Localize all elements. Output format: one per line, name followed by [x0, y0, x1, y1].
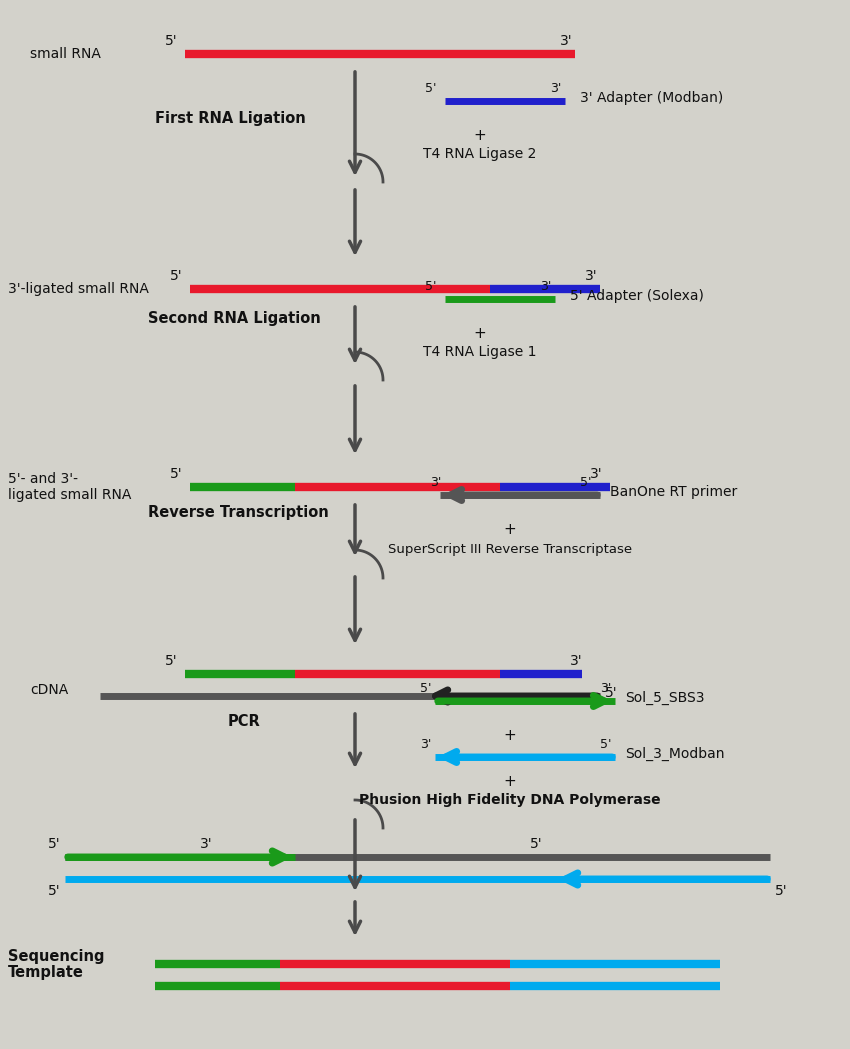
Text: 5': 5': [580, 475, 592, 489]
Text: PCR: PCR: [228, 713, 261, 728]
Text: T4 RNA Ligase 1: T4 RNA Ligase 1: [423, 345, 536, 359]
Text: 3' Adapter (Modban): 3' Adapter (Modban): [580, 91, 723, 105]
Text: +: +: [503, 728, 516, 744]
Text: 3'-ligated small RNA: 3'-ligated small RNA: [8, 282, 149, 296]
Text: Reverse Transcription: Reverse Transcription: [148, 506, 329, 520]
Text: 5': 5': [170, 467, 183, 481]
Text: 5': 5': [425, 279, 437, 293]
Text: 5': 5': [170, 269, 183, 283]
Text: 5': 5': [605, 686, 618, 700]
Text: +: +: [503, 773, 516, 789]
Text: 5': 5': [48, 884, 60, 898]
Text: 3': 3': [590, 467, 603, 481]
Text: 3': 3': [570, 654, 582, 668]
Text: +: +: [473, 128, 486, 144]
Text: Template: Template: [8, 964, 84, 980]
Text: 3': 3': [600, 682, 611, 694]
Text: 3': 3': [420, 737, 431, 750]
Text: 5': 5': [425, 82, 437, 94]
Text: 5': 5': [600, 737, 611, 750]
Text: SuperScript III Reverse Transcriptase: SuperScript III Reverse Transcriptase: [388, 543, 632, 557]
Text: 3': 3': [585, 269, 598, 283]
Text: ligated small RNA: ligated small RNA: [8, 488, 132, 502]
Text: 3': 3': [430, 475, 441, 489]
Text: +: +: [503, 522, 516, 537]
Text: Second RNA Ligation: Second RNA Ligation: [148, 312, 320, 326]
Text: 5': 5': [530, 837, 542, 851]
Text: +: +: [473, 326, 486, 342]
Text: Sol_5_SBS3: Sol_5_SBS3: [625, 691, 705, 705]
Text: 5': 5': [165, 34, 178, 48]
Text: 5': 5': [48, 837, 60, 851]
Text: 5': 5': [420, 682, 432, 694]
Text: Phusion High Fidelity DNA Polymerase: Phusion High Fidelity DNA Polymerase: [360, 793, 660, 807]
Text: Sol_3_Modban: Sol_3_Modban: [625, 747, 724, 762]
Text: 3': 3': [560, 34, 573, 48]
Text: 3': 3': [200, 837, 212, 851]
Text: Sequencing: Sequencing: [8, 948, 105, 963]
Text: 5'- and 3'-: 5'- and 3'-: [8, 472, 78, 486]
Text: T4 RNA Ligase 2: T4 RNA Ligase 2: [423, 147, 536, 160]
Text: First RNA Ligation: First RNA Ligation: [155, 111, 306, 127]
Text: 3': 3': [550, 82, 561, 94]
Text: small RNA: small RNA: [30, 47, 101, 61]
Text: BanOne RT primer: BanOne RT primer: [610, 485, 737, 499]
Text: 5': 5': [165, 654, 178, 668]
Text: 3': 3': [540, 279, 552, 293]
Text: 5': 5': [775, 884, 788, 898]
Text: 5' Adapter (Solexa): 5' Adapter (Solexa): [570, 290, 704, 303]
Text: cDNA: cDNA: [30, 683, 68, 697]
